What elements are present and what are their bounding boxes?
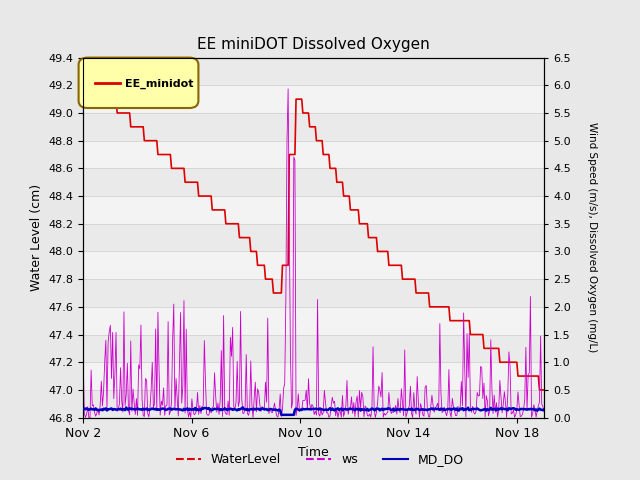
Bar [83,85,544,113]
Title: EE miniDOT Dissolved Oxygen: EE miniDOT Dissolved Oxygen [197,37,430,52]
Legend: WaterLevel, ws, MD_DO: WaterLevel, ws, MD_DO [171,448,469,471]
Text: EE_minidot: EE_minidot [125,78,193,89]
Bar [83,335,544,362]
Bar [83,362,544,390]
X-axis label: Time: Time [298,446,329,459]
FancyBboxPatch shape [79,58,198,108]
Bar [83,141,544,168]
Bar [83,196,544,224]
Bar [83,224,544,252]
Bar [83,307,544,335]
Bar [83,168,544,196]
Bar [83,279,544,307]
Y-axis label: Water Level (cm): Water Level (cm) [30,184,43,291]
Bar [83,113,544,141]
Bar [83,390,544,418]
Y-axis label: Wind Speed (m/s), Dissolved Oxygen (mg/L): Wind Speed (m/s), Dissolved Oxygen (mg/L… [588,122,598,353]
Bar [83,252,544,279]
Bar [83,58,544,85]
